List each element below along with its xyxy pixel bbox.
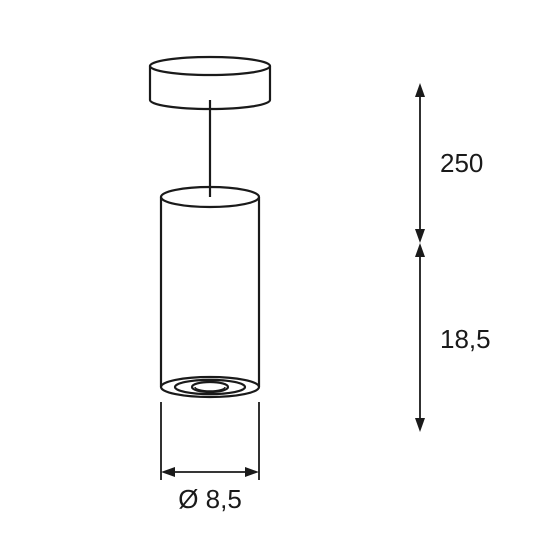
dim-width-label: Ø 8,5: [178, 484, 242, 514]
dim-cable-label: 250: [440, 148, 483, 178]
dim-body-label: 18,5: [440, 324, 491, 354]
